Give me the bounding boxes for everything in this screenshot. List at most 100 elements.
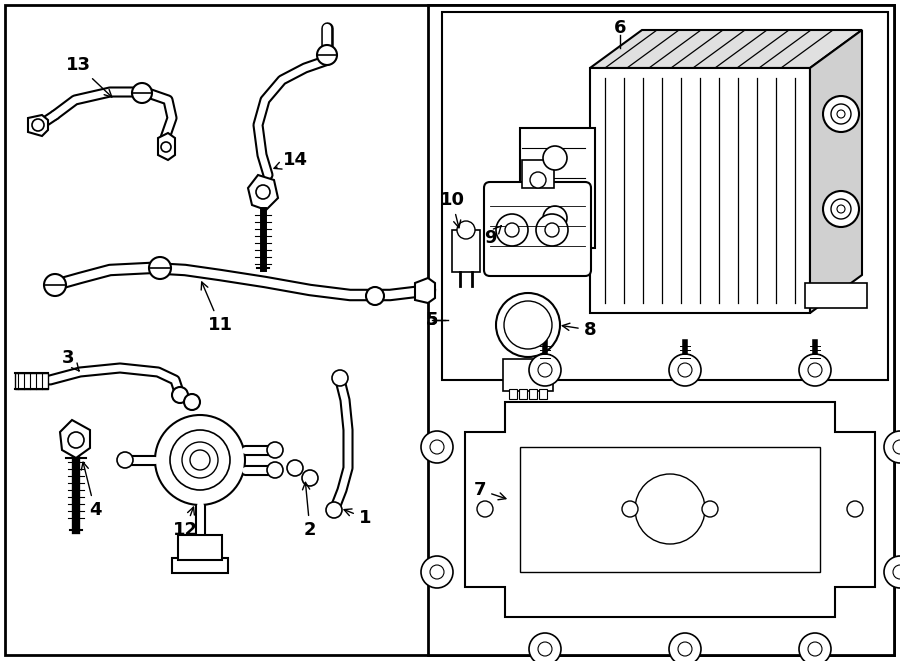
Circle shape <box>430 565 444 579</box>
Circle shape <box>302 470 318 486</box>
Circle shape <box>117 452 133 468</box>
Circle shape <box>421 556 453 588</box>
Circle shape <box>669 633 701 661</box>
Circle shape <box>831 104 851 124</box>
Bar <box>805 283 867 308</box>
Circle shape <box>267 462 283 478</box>
Text: 14: 14 <box>274 151 308 169</box>
Circle shape <box>68 432 84 448</box>
Circle shape <box>669 354 701 386</box>
Text: 5: 5 <box>426 311 438 329</box>
Circle shape <box>172 387 188 403</box>
Circle shape <box>847 501 863 517</box>
Text: 3: 3 <box>62 349 79 371</box>
Circle shape <box>317 45 337 65</box>
Bar <box>442 12 888 380</box>
Bar <box>452 230 480 272</box>
Circle shape <box>884 431 900 463</box>
Polygon shape <box>60 420 90 458</box>
Text: 11: 11 <box>202 282 232 334</box>
Circle shape <box>808 363 822 377</box>
Bar <box>509 389 517 399</box>
Text: 6: 6 <box>614 19 626 37</box>
Circle shape <box>678 642 692 656</box>
Circle shape <box>477 501 493 517</box>
Text: 9: 9 <box>484 226 501 247</box>
Circle shape <box>430 440 444 454</box>
Circle shape <box>32 119 44 131</box>
Circle shape <box>622 501 638 517</box>
Circle shape <box>366 287 384 305</box>
Polygon shape <box>415 278 435 303</box>
Circle shape <box>808 642 822 656</box>
Circle shape <box>326 502 342 518</box>
Circle shape <box>149 257 171 279</box>
Circle shape <box>287 460 303 476</box>
Circle shape <box>799 633 831 661</box>
Circle shape <box>256 185 270 199</box>
Circle shape <box>538 363 552 377</box>
Bar <box>522 160 554 188</box>
Polygon shape <box>520 447 820 572</box>
Text: 12: 12 <box>173 507 197 539</box>
Circle shape <box>799 354 831 386</box>
Bar <box>503 359 553 391</box>
Text: 1: 1 <box>344 509 371 527</box>
Bar <box>539 389 547 399</box>
Circle shape <box>678 363 692 377</box>
Text: 4: 4 <box>81 462 101 519</box>
Circle shape <box>545 223 559 237</box>
Polygon shape <box>810 30 862 313</box>
Text: 10: 10 <box>439 191 464 228</box>
Circle shape <box>496 214 528 246</box>
Circle shape <box>543 146 567 170</box>
Circle shape <box>421 431 453 463</box>
Polygon shape <box>158 133 175 160</box>
Circle shape <box>332 370 348 386</box>
Circle shape <box>823 191 859 227</box>
Circle shape <box>831 199 851 219</box>
Circle shape <box>536 214 568 246</box>
Circle shape <box>182 442 218 478</box>
Circle shape <box>529 354 561 386</box>
Circle shape <box>44 274 66 296</box>
Polygon shape <box>590 30 862 68</box>
Circle shape <box>893 440 900 454</box>
Circle shape <box>132 83 152 103</box>
Circle shape <box>702 501 718 517</box>
Polygon shape <box>248 175 278 210</box>
Circle shape <box>529 633 561 661</box>
Bar <box>172 558 228 573</box>
Text: 8: 8 <box>562 321 597 339</box>
Polygon shape <box>590 68 810 313</box>
Circle shape <box>530 172 546 188</box>
Circle shape <box>267 442 283 458</box>
Bar <box>520 128 595 248</box>
Circle shape <box>837 110 845 118</box>
Circle shape <box>457 221 475 239</box>
Circle shape <box>823 96 859 132</box>
Bar <box>519 389 527 399</box>
Circle shape <box>543 206 567 230</box>
Circle shape <box>161 142 171 152</box>
Text: 2: 2 <box>302 483 316 539</box>
Circle shape <box>837 205 845 213</box>
Circle shape <box>538 642 552 656</box>
Circle shape <box>505 223 519 237</box>
Bar <box>529 389 537 399</box>
Bar <box>178 535 222 560</box>
Bar <box>428 5 894 655</box>
Bar <box>15 373 48 389</box>
Circle shape <box>893 565 900 579</box>
Circle shape <box>496 293 560 357</box>
Text: 5: 5 <box>426 311 438 329</box>
Circle shape <box>504 301 552 349</box>
Circle shape <box>155 415 245 505</box>
Polygon shape <box>465 402 875 617</box>
Circle shape <box>884 556 900 588</box>
Text: 7: 7 <box>473 481 506 500</box>
FancyBboxPatch shape <box>484 182 591 276</box>
Circle shape <box>190 450 210 470</box>
Circle shape <box>170 430 230 490</box>
Text: 13: 13 <box>66 56 112 97</box>
